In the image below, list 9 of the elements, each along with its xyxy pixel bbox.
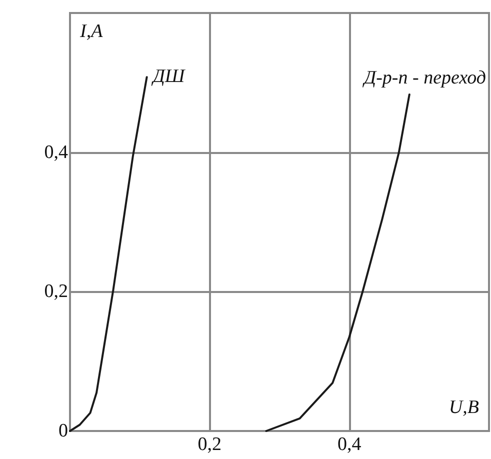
x-axis-title: U,B [448, 397, 480, 418]
y-tick-label: 0,4 [44, 142, 68, 163]
series-label: ДШ [150, 66, 186, 88]
line-series [69, 76, 148, 432]
line-series [265, 94, 410, 432]
y-tick-label: 0,2 [44, 281, 68, 302]
y-axis-title: I,A [79, 21, 104, 42]
y-tick-label: 0 [58, 420, 68, 442]
series-label: Д-p-n - переход [362, 68, 486, 89]
